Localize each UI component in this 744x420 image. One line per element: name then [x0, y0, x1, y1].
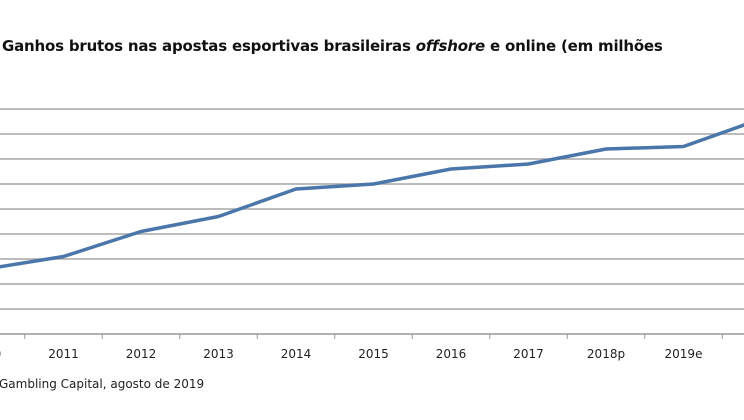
x-tick-label: 2017	[513, 347, 544, 361]
chart-title: Ganhos brutos nas apostas esportivas bra…	[2, 37, 663, 55]
title-part: e online (em milhões	[484, 37, 663, 55]
title-italic: offshore	[415, 37, 485, 55]
x-tick-label: 2013	[203, 347, 234, 361]
x-tick-label: 2011	[48, 347, 79, 361]
title-part: Ganhos brutos nas apostas esportivas bra…	[2, 37, 416, 55]
x-tick-label: 2016	[436, 347, 467, 361]
series-line	[0, 123, 744, 269]
x-tick-label: 2019e	[665, 347, 703, 361]
x-tick-label: 2014	[281, 347, 312, 361]
x-tick-label: 2012	[126, 347, 157, 361]
x-tick-label: 2010	[0, 347, 1, 361]
chart-source: Gambling Capital, agosto de 2019	[0, 377, 205, 391]
x-tick-label: 2018p	[587, 347, 625, 361]
x-tick-label: 2015	[358, 347, 389, 361]
